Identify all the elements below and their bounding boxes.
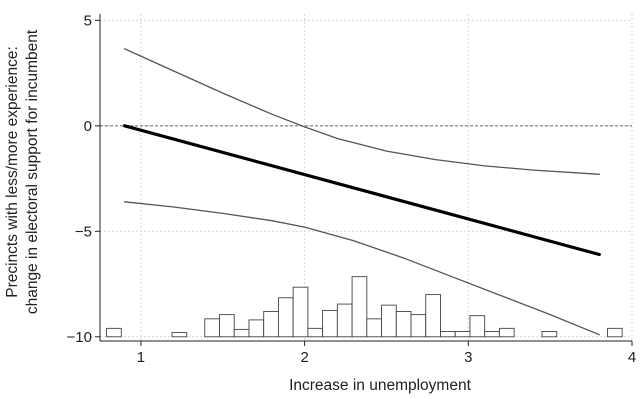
x-tick-label: 2: [300, 349, 308, 366]
histogram-bar: [263, 311, 279, 338]
histogram-bar: [233, 328, 250, 338]
histogram-bar: [498, 327, 515, 338]
tick-labels: 5 0 −5 −10 1 2 3 4: [67, 12, 637, 366]
estimate-line: [122, 124, 601, 257]
histogram-bar: [322, 309, 338, 338]
histogram-bar: [292, 286, 309, 338]
y-tick-label: 5: [84, 12, 92, 29]
x-tick-label: 4: [628, 349, 636, 366]
histogram-bar: [454, 331, 471, 338]
histogram-bar: [484, 331, 500, 338]
y-axis-label-line-2: change in electoral support for incumben…: [24, 29, 41, 314]
x-tick-label: 3: [464, 349, 472, 366]
histogram-bar: [366, 318, 383, 338]
histogram-bar: [395, 311, 412, 338]
histogram-bar: [307, 327, 324, 338]
histogram-bar: [469, 315, 486, 338]
series-group: [122, 48, 601, 336]
y-axis-label-line-1: Precincts with less/more experience:: [4, 46, 21, 298]
histogram-bar: [171, 332, 188, 338]
histogram-bar: [204, 318, 220, 338]
histogram-bar: [541, 331, 558, 338]
histogram-bar: [219, 314, 235, 338]
histogram-bar: [606, 327, 623, 338]
histogram-bar: [336, 303, 353, 338]
histogram: [106, 276, 623, 338]
lower-ci-line: [123, 201, 600, 336]
histogram-bar: [410, 314, 427, 338]
histogram-bar: [381, 304, 397, 338]
upper-ci-line: [123, 48, 600, 175]
x-tick-label: 1: [137, 349, 145, 366]
y-tick-label: −10: [67, 329, 92, 346]
histogram-bar: [425, 294, 441, 338]
y-tick-label: 0: [84, 118, 92, 135]
x-axis-label: Increase in unemployment: [289, 377, 471, 394]
axes: [95, 14, 633, 346]
histogram-bar: [248, 319, 265, 338]
y-axis-label: Precincts with less/more experience: cha…: [4, 29, 41, 314]
histogram-bar: [440, 331, 456, 338]
y-tick-label: −5: [75, 223, 92, 240]
histogram-bar: [277, 297, 294, 338]
histogram-bar: [106, 327, 122, 338]
histogram-bar: [351, 276, 368, 338]
